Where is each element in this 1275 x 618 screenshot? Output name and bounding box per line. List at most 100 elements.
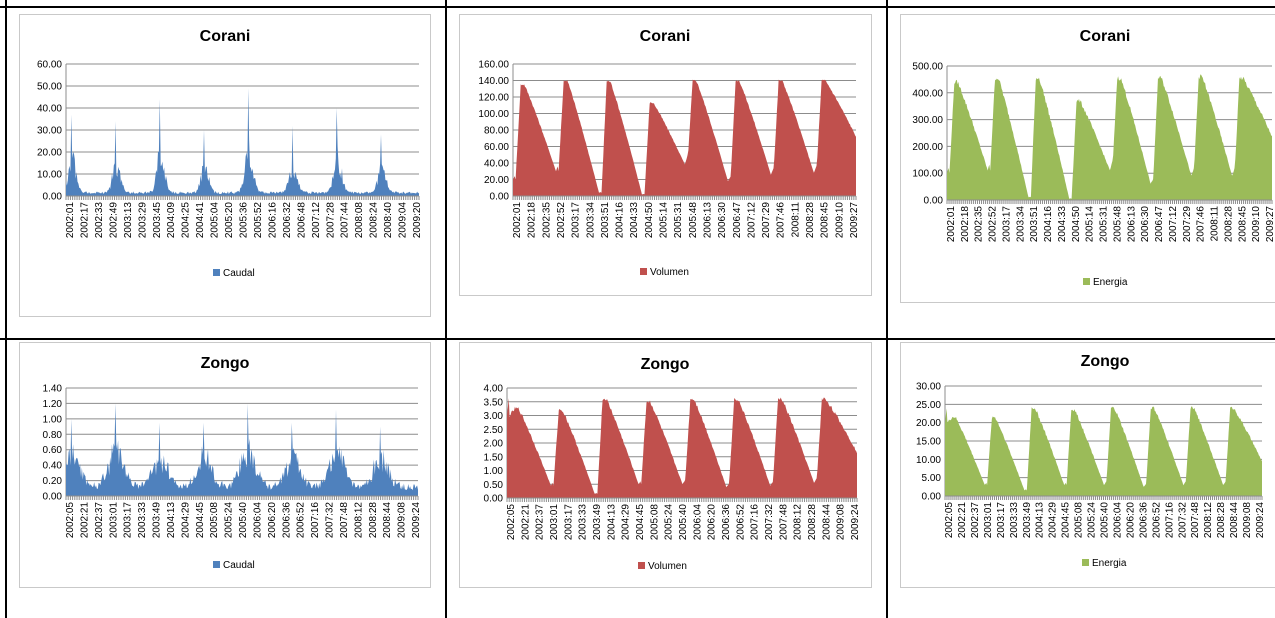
y-tick-label: 50.00	[37, 82, 62, 93]
x-tick-label: 2005:48	[1112, 206, 1123, 243]
table-row-divider	[0, 338, 1275, 340]
x-tick-label: 2008:24	[369, 202, 380, 239]
y-tick-label: 1.20	[43, 399, 63, 410]
y-tick-label: 1.50	[484, 452, 504, 463]
x-tick-label: 2004:29	[1048, 502, 1059, 539]
x-tick-label: 2005:24	[664, 504, 675, 541]
x-tick-label: 2002:37	[94, 502, 105, 539]
y-tick-label: 25.00	[916, 400, 941, 411]
y-tick-label: 100.00	[912, 169, 943, 180]
x-tick-label: 2002:05	[65, 502, 76, 539]
x-tick-label: 2007:46	[1196, 206, 1207, 243]
x-tick-label: 2009:08	[1242, 502, 1253, 539]
chart-title: Corani	[1080, 28, 1131, 45]
x-tick-label: 2006:52	[735, 504, 746, 541]
x-tick-label: 2004:33	[1057, 206, 1068, 243]
x-tick-label: 2005:20	[224, 202, 235, 239]
x-tick-label: 2009:20	[412, 202, 423, 239]
y-tick-label: 2.00	[484, 439, 504, 450]
legend-label: Caudal	[223, 268, 255, 279]
x-tick-label: 2007:32	[1177, 502, 1188, 539]
x-tick-label: 2002:21	[957, 502, 968, 539]
x-tick-label: 2009:10	[834, 202, 845, 239]
x-tick-label: 2003:33	[578, 504, 589, 541]
x-tick-label: 2003:33	[137, 502, 148, 539]
y-tick-label: 60.00	[484, 142, 509, 153]
table-divider-2	[886, 0, 888, 618]
x-tick-label: 2007:44	[340, 202, 351, 239]
y-tick-label: 20.00	[37, 148, 62, 159]
x-tick-label: 2004:13	[166, 502, 177, 539]
x-tick-label: 2006:20	[1125, 502, 1136, 539]
x-tick-label: 2008:28	[807, 504, 818, 541]
x-tick-label: 2005:40	[1100, 502, 1111, 539]
x-tick-label: 2003:33	[1009, 502, 1020, 539]
x-tick-label: 2006:13	[702, 202, 713, 239]
y-tick-label: 2.50	[484, 425, 504, 436]
x-tick-label: 2003:17	[996, 502, 1007, 539]
y-tick-label: 1.00	[484, 466, 504, 477]
x-tick-label: 2002:35	[974, 206, 985, 243]
chart-title: Zongo	[1081, 353, 1130, 370]
y-tick-label: 3.50	[484, 397, 504, 408]
x-tick-label: 2006:13	[1126, 206, 1137, 243]
x-tick-label: 2008:44	[382, 502, 393, 539]
legend-swatch	[640, 268, 647, 275]
y-tick-label: 30.00	[916, 382, 941, 393]
x-tick-label: 2006:52	[296, 502, 307, 539]
y-tick-label: 5.00	[922, 473, 942, 484]
y-tick-label: 10.00	[37, 170, 62, 181]
x-tick-label: 2009:24	[411, 502, 422, 539]
x-tick-label: 2005:08	[209, 502, 220, 539]
legend-swatch	[638, 562, 645, 569]
x-tick-label: 2006:04	[692, 504, 703, 541]
x-tick-label: 2005:08	[1074, 502, 1085, 539]
x-tick-label: 2009:27	[849, 202, 860, 239]
x-tick-label: 2003:01	[108, 502, 119, 539]
y-tick-label: 0.00	[924, 196, 944, 207]
x-tick-label: 2004:41	[195, 202, 206, 239]
x-tick-label: 2006:32	[282, 202, 293, 239]
x-tick-label: 2004:09	[166, 202, 177, 239]
x-tick-label: 2007:28	[325, 202, 336, 239]
y-tick-label: 1.40	[43, 384, 63, 395]
y-tick-label: 400.00	[912, 88, 943, 99]
y-tick-label: 200.00	[912, 142, 943, 153]
y-tick-label: 10.00	[916, 455, 941, 466]
x-tick-label: 2006:16	[267, 202, 278, 239]
x-tick-label: 2005:24	[1087, 502, 1098, 539]
y-tick-label: 40.00	[484, 159, 509, 170]
x-tick-label: 2005:52	[253, 202, 264, 239]
x-tick-label: 2004:45	[635, 504, 646, 541]
x-tick-label: 2006:30	[717, 202, 728, 239]
y-tick-label: 3.00	[484, 411, 504, 422]
x-tick-label: 2005:04	[210, 202, 221, 239]
x-tick-label: 2002:33	[94, 202, 105, 239]
y-tick-label: 0.40	[43, 461, 63, 472]
x-tick-label: 2008:28	[1223, 206, 1234, 243]
x-tick-label: 2007:32	[764, 504, 775, 541]
x-tick-label: 2007:48	[339, 502, 350, 539]
table-border-left	[5, 0, 7, 618]
y-tick-label: 0.20	[43, 476, 63, 487]
area-series	[507, 397, 857, 498]
x-tick-label: 2002:18	[527, 202, 538, 239]
x-tick-label: 2007:12	[311, 202, 322, 239]
x-tick-label: 2002:01	[512, 202, 523, 239]
legend-label: Energia	[1092, 558, 1127, 569]
x-tick-label: 2002:21	[79, 502, 90, 539]
y-tick-label: 0.60	[43, 445, 63, 456]
legend-swatch	[213, 269, 220, 276]
table-border-top	[0, 6, 1275, 8]
chart-title: Zongo	[641, 356, 690, 373]
x-tick-label: 2004:45	[195, 502, 206, 539]
x-tick-label: 2003:17	[1001, 206, 1012, 243]
x-tick-label: 2004:29	[621, 504, 632, 541]
x-tick-label: 2008:44	[821, 504, 832, 541]
x-tick-label: 2002:49	[108, 202, 119, 239]
x-tick-label: 2005:40	[678, 504, 689, 541]
x-tick-label: 2006:36	[281, 502, 292, 539]
x-tick-label: 2009:24	[1255, 502, 1266, 539]
area-series	[66, 403, 418, 496]
x-tick-label: 2002:01	[65, 202, 76, 239]
